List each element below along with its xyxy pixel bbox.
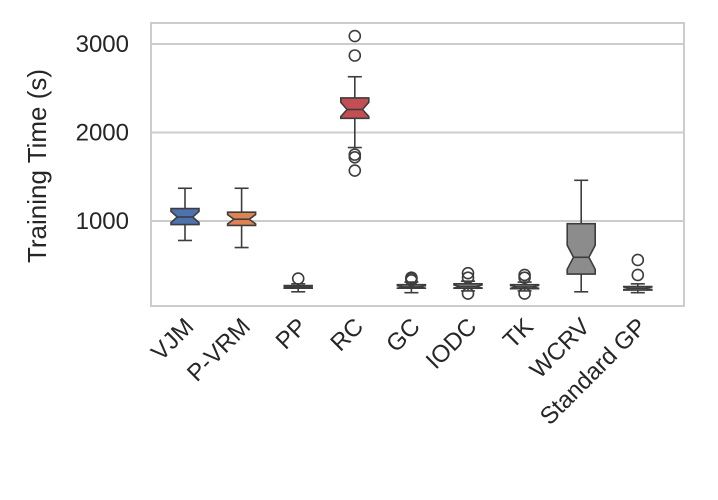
x-tick-label: TK [498,313,539,354]
box-rc [340,97,370,120]
outlier-point [461,287,475,300]
plot-area [150,22,685,307]
outlier-point [631,253,645,267]
outlier-point [348,164,362,177]
outlier-point [348,150,362,164]
outlier-point [461,271,475,284]
y-axis-label: Training Time (s) [22,69,52,263]
y-tick-label: 2000 [76,120,129,147]
outlier-point [405,271,418,284]
outlier-point [348,29,362,43]
y-tick-labels: 1000 2000 3000 [76,31,129,235]
y-tick-label: 1000 [76,208,129,235]
outlier-point [518,287,531,300]
y-tick-label: 3000 [76,31,129,58]
outlier-point [348,49,362,62]
outlier-point [518,268,531,282]
boxes [170,29,653,300]
x-tick-label: P-VRM [182,313,256,387]
x-tick-label: GC [381,313,426,358]
x-tick-label: RC [325,313,369,357]
x-tick-label: IODC [421,313,483,375]
box-wcrv [566,222,596,275]
outlier-point [291,272,305,285]
outlier-point [461,266,475,280]
x-tick-label: PP [271,313,313,355]
outlier-point [631,268,645,282]
